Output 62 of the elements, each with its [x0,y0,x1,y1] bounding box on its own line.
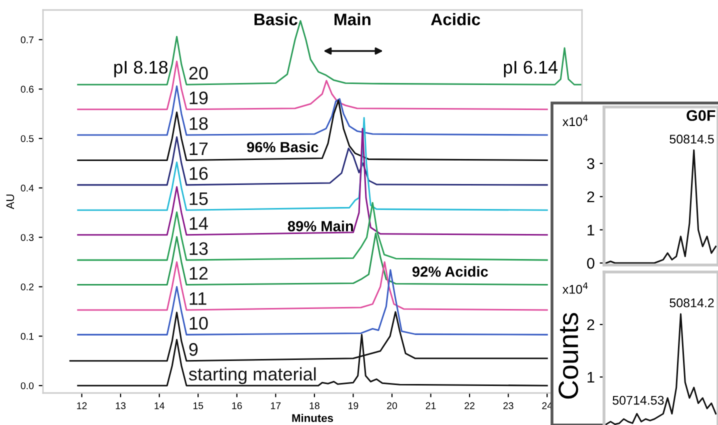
series-label: 18 [190,117,208,130]
y-tick-label: 0.1 [20,332,34,340]
y-tick-label: 2 [587,191,594,202]
series-label: 9 [189,343,198,356]
line-series [77,136,548,186]
annotation: 89% Main [288,220,353,232]
y-tick-label: 1 [588,224,594,236]
series-label: starting material [188,367,316,384]
annotation: 50714.53 [612,396,664,405]
annotation: Acidic [430,13,480,26]
x-tick-label: 15 [193,402,204,410]
annotation: 50814.2 [670,298,714,308]
x-axis-title: Minutes [292,414,334,422]
y-tick-label: 2 [587,319,594,330]
series-label: 20 [189,66,208,80]
y-tick-label: 0.0 [20,382,34,390]
annotation: x10$^{4}$ [562,114,588,126]
annotation: 50814.5 [670,134,714,144]
series-label: 11 [190,292,206,305]
series-label: 14 [190,217,208,230]
annotation: Basic [254,13,298,26]
series-label: 12 [190,266,208,280]
annotation: pI 6.14 [504,60,558,78]
annotation: 96% Basic [247,142,318,152]
x-tick-label: 13 [116,402,126,410]
line-series [77,116,548,211]
x-tick-label: 23 [503,402,514,410]
y-tick-label: 0.5 [20,135,34,142]
y-axis-title: Counts [558,312,578,399]
x-tick-label: 14 [154,402,164,410]
series-label: 10 [190,316,208,330]
x-tick-label: 19 [348,402,358,410]
annotation: Main [334,13,370,26]
x-tick-label: 17 [270,402,281,410]
x-tick-label: 18 [310,402,320,410]
y-tick-label: 0.6 [20,86,34,93]
series-label: 17 [190,142,208,156]
chart-title: G0F [686,110,716,121]
series-label: 19 [190,91,208,104]
x-tick-label: 12 [77,402,87,410]
y-axis-title: AU [6,194,14,210]
annotation: x10$^{4}$ [562,282,588,294]
y-tick-label: 3 [587,158,594,170]
y-tick-label: 0 [587,258,594,269]
x-tick-label: 16 [232,402,242,410]
x-tick-label: 22 [464,402,474,410]
x-tick-label: 21 [426,402,436,410]
x-tick-label: 20 [387,402,398,410]
y-tick-label: 1 [588,372,594,383]
y-tick-label: 0.4 [20,184,34,192]
series-label: 16 [190,167,208,180]
line-series [605,313,717,425]
y-tick-label: 0.7 [20,36,34,44]
y-tick-label: 0.2 [20,283,34,290]
line-series [77,85,548,136]
line-series [605,149,717,264]
annotation: pI 8.18 [114,60,168,78]
line-series [77,261,548,311]
y-tick-label: 0.3 [20,234,34,241]
series-label: 13 [190,242,208,256]
annotation: 92% Acidic [412,266,488,277]
series-label: 15 [190,192,208,206]
